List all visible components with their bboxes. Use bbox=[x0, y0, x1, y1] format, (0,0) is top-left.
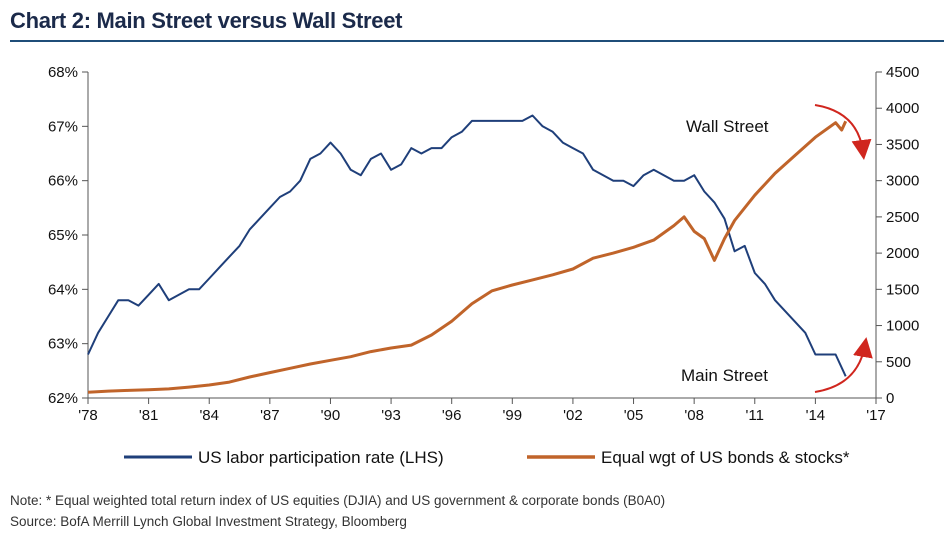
chart-canvas: 62% 63% 64% 65% 66% 67% 68% 0 500 1000 1500 2000 250… bbox=[48, 64, 919, 467]
x-tick-label: '08 bbox=[684, 407, 704, 424]
y-left-tick-label: 66% bbox=[48, 173, 78, 190]
chart-title: Chart 2: Main Street versus Wall Street bbox=[10, 8, 403, 33]
arrow-down-icon bbox=[814, 104, 872, 160]
x-tick-label: '17 bbox=[866, 407, 886, 424]
x-tick-label: '96 bbox=[442, 407, 462, 424]
y-right-tick-label: 3500 bbox=[886, 136, 919, 153]
x-tick-label: '14 bbox=[806, 407, 826, 424]
legend-label-wall-street: Equal wgt of US bonds & stocks* bbox=[601, 448, 850, 467]
y-right-tick-label: 0 bbox=[886, 390, 894, 407]
arrow-up-icon bbox=[814, 337, 873, 393]
x-tick-label: '84 bbox=[199, 407, 219, 424]
title-underline bbox=[10, 40, 944, 42]
y-left-tick-label: 62% bbox=[48, 390, 78, 407]
x-tick-label: '02 bbox=[563, 407, 583, 424]
chart-note: Note: * Equal weighted total return inde… bbox=[10, 493, 666, 508]
y-right-tick-label: 500 bbox=[886, 354, 911, 371]
x-tick-label: '81 bbox=[139, 407, 159, 424]
y-right-tick-label: 4000 bbox=[886, 100, 919, 117]
y-right-tick-label: 1000 bbox=[886, 318, 919, 335]
x-tick-label: '78 bbox=[78, 407, 98, 424]
legend: US labor participation rate (LHS) Equal … bbox=[124, 448, 850, 467]
y-left-tick-label: 67% bbox=[48, 118, 78, 135]
y-left-tick-label: 68% bbox=[48, 64, 78, 81]
chart-source: Source: BofA Merrill Lynch Global Invest… bbox=[10, 514, 407, 529]
x-tick-label: '87 bbox=[260, 407, 280, 424]
y-right-tick-label: 1500 bbox=[886, 281, 919, 298]
annotation-main-street: Main Street bbox=[681, 366, 768, 385]
series-line-wall-street bbox=[87, 120, 848, 394]
legend-label-main-street: US labor participation rate (LHS) bbox=[198, 448, 444, 467]
x-tick-label: '90 bbox=[321, 407, 341, 424]
x-tick-label: '99 bbox=[503, 407, 523, 424]
y-right-tick-label: 2500 bbox=[886, 209, 919, 226]
series-line-main-street bbox=[87, 114, 847, 377]
y-right-tick-label: 2000 bbox=[886, 245, 919, 262]
x-tick-label: '93 bbox=[381, 407, 401, 424]
x-tick-label: '11 bbox=[746, 407, 764, 424]
x-tick-label: '05 bbox=[624, 407, 644, 424]
y-right-tick-label: 3000 bbox=[886, 173, 919, 190]
annotations-group: Wall Street Main Street bbox=[681, 104, 873, 393]
y-right-tick-label: 4500 bbox=[886, 64, 919, 81]
axes-group: 62% 63% 64% 65% 66% 67% 68% 0 500 1000 1500 2000 250… bbox=[48, 64, 919, 424]
y-left-tick-label: 65% bbox=[48, 227, 78, 244]
y-left-tick-label: 63% bbox=[48, 336, 78, 353]
y-left-tick-label: 64% bbox=[48, 281, 78, 298]
series-group bbox=[87, 114, 848, 394]
annotation-wall-street: Wall Street bbox=[686, 117, 769, 136]
